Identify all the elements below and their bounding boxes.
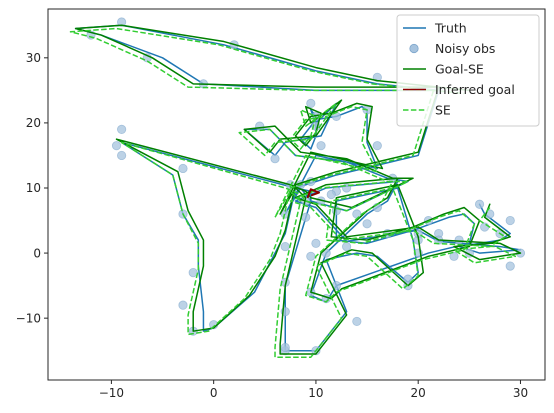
noisy-obs-point — [117, 17, 127, 27]
legend: Truth Noisy obs Goal-SE Inferred goal SE — [396, 14, 540, 127]
y-tick-label: 0 — [33, 246, 41, 260]
noisy-obs-point — [301, 212, 311, 222]
noisy-obs-point — [311, 238, 321, 248]
legend-box — [396, 14, 540, 127]
legend-item-truth: Truth — [403, 21, 467, 36]
noisy-obs-point — [454, 235, 464, 245]
axes-layer: −10 0 10 20 30 −10 0 10 20 30 — [16, 51, 528, 400]
noisy-obs-point — [280, 241, 290, 252]
noisy-obs-point — [474, 199, 485, 209]
series-line-inferred-goal — [306, 188, 320, 199]
x-tick-label: 30 — [513, 386, 528, 400]
noisy-obs-point — [255, 121, 265, 131]
legend-item-se: SE — [403, 103, 451, 118]
noisy-obs-point — [326, 189, 336, 200]
series-line-se — [69, 27, 517, 358]
x-tick-label: 10 — [308, 386, 323, 400]
legend-item-goal-se: Goal-SE — [403, 62, 484, 77]
series-line-goal-se — [74, 24, 522, 355]
noisy-obs-point — [306, 251, 316, 261]
legend-label: SE — [435, 103, 451, 118]
noisy-obs-point — [480, 222, 490, 232]
noisy-obs-point — [316, 141, 326, 151]
legend-label: Noisy obs — [435, 41, 495, 56]
x-tick-label: 0 — [210, 386, 218, 400]
plot-frame — [47, 8, 546, 381]
noisy-obs-point — [188, 268, 198, 278]
noisy-obs-point — [117, 150, 127, 161]
noisy-obs-point — [111, 141, 122, 151]
legend-item-inferred-goal: Inferred goal — [403, 82, 515, 97]
y-tick-label: −10 — [16, 311, 41, 325]
noisy-obs-point — [372, 141, 382, 151]
noisy-obs-point — [306, 98, 316, 108]
noisy-obs-point — [178, 163, 188, 174]
legend-label: Truth — [434, 21, 467, 36]
x-tick-label: −10 — [99, 386, 124, 400]
noisy-obs-point — [342, 241, 352, 252]
y-tick-label: 20 — [26, 116, 41, 130]
noisy-obs-point — [352, 316, 362, 327]
noisy-obs-point — [505, 215, 515, 226]
noisy-obs-point — [270, 154, 280, 164]
noisy-obs-point — [505, 261, 515, 271]
noisy-obs-point — [280, 342, 290, 353]
x-tick-label: 20 — [411, 386, 426, 400]
legend-label: Inferred goal — [435, 82, 515, 97]
noisy-obs-point — [362, 219, 372, 229]
legend-item-noisy-obs: Noisy obs — [409, 41, 495, 56]
legend-marker — [409, 43, 419, 54]
noisy-obs-point — [449, 251, 459, 261]
legend-label: Goal-SE — [435, 62, 484, 77]
noisy-obs-point — [178, 300, 188, 310]
noisy-obs-point — [117, 124, 127, 135]
y-tick-label: 10 — [26, 181, 41, 195]
y-tick-label: 30 — [26, 51, 41, 65]
